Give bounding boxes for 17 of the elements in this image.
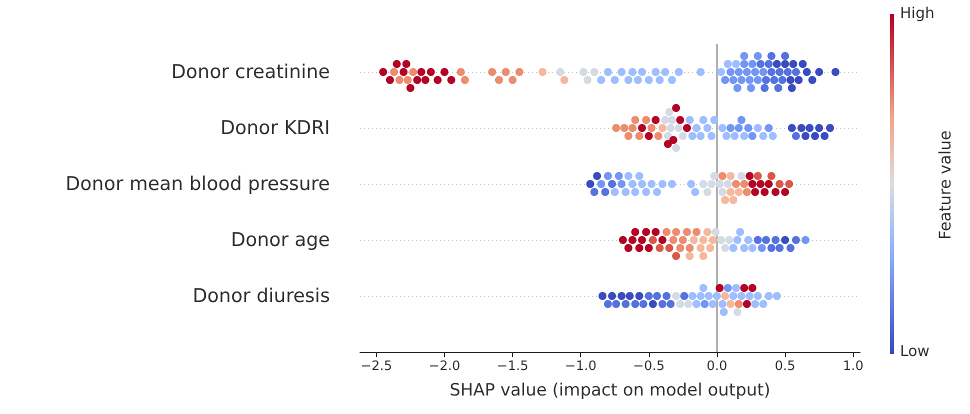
- text: Low: [900, 342, 930, 360]
- x-tick-label: −0.5: [633, 359, 665, 374]
- y-tick-label: Donor age: [230, 229, 330, 251]
- x-axis-title: SHAP value (impact on model output): [450, 380, 770, 400]
- x-tick-label: −2.0: [428, 359, 460, 374]
- x-tick-label: 0.5: [774, 359, 796, 374]
- color-bar-title: Feature value: [936, 130, 954, 240]
- y-tick-label: Donor creatinine: [171, 61, 330, 83]
- x-tick-label: 0.0: [706, 359, 728, 374]
- x-tick-label: −1.0: [564, 359, 596, 374]
- x-tick-label: 1.0: [842, 359, 864, 374]
- text: High: [900, 4, 934, 22]
- y-tick-label: Donor KDRI: [220, 117, 330, 139]
- y-tick-label: Donor mean blood pressure: [66, 173, 330, 195]
- y-tick-label: Donor diuresis: [192, 285, 330, 307]
- x-tick-label: −2.5: [360, 359, 392, 374]
- x-tick-label: −1.5: [496, 359, 528, 374]
